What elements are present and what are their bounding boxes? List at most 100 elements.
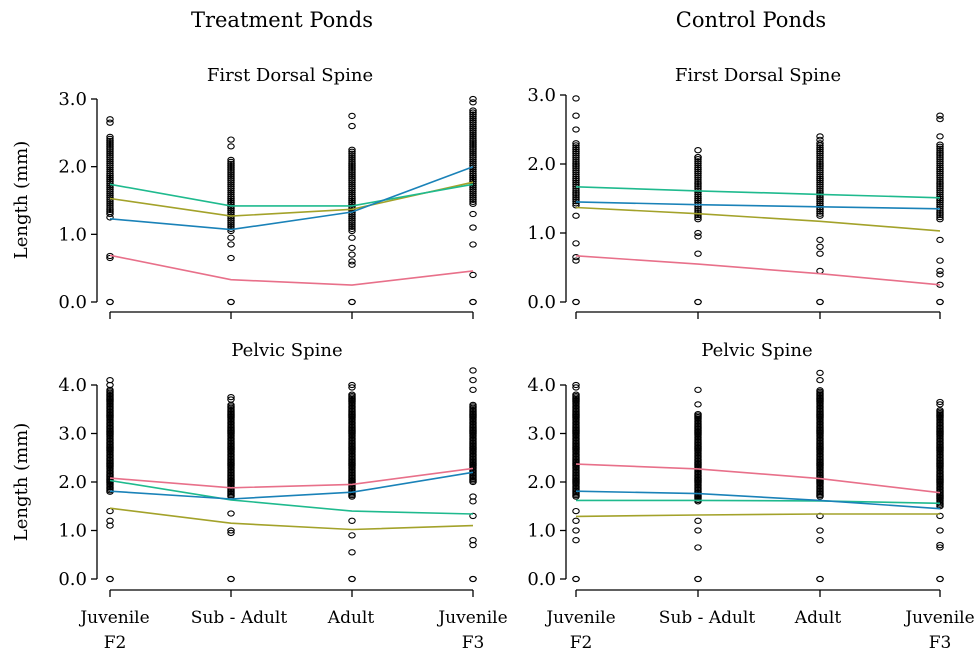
data-point <box>572 391 580 398</box>
data-point <box>936 168 944 175</box>
data-point <box>572 140 580 147</box>
data-point <box>816 196 824 203</box>
data-point <box>694 172 702 179</box>
data-point <box>936 141 944 148</box>
data-point <box>936 544 944 551</box>
data-point <box>348 234 356 241</box>
data-point <box>227 158 235 166</box>
data-point <box>816 154 824 161</box>
data-point <box>348 177 356 184</box>
data-point <box>469 156 477 163</box>
data-point <box>572 162 580 170</box>
data-point <box>694 178 702 186</box>
data-point <box>469 190 477 197</box>
data-point <box>106 160 114 167</box>
column-title-treatment: Treatment Ponds <box>191 8 373 32</box>
data-point <box>348 170 356 178</box>
data-point <box>106 137 114 145</box>
data-point <box>469 115 477 122</box>
panel-title-treatment-first-dorsal: First Dorsal Spine <box>207 65 373 86</box>
data-point <box>572 257 580 264</box>
data-point <box>694 164 702 171</box>
data-point <box>816 387 824 394</box>
data-point <box>936 298 944 306</box>
y-tick-label: 3.0 <box>58 424 87 445</box>
data-point <box>348 154 356 162</box>
data-point <box>227 177 235 184</box>
data-point <box>936 151 944 159</box>
data-point <box>227 529 235 537</box>
data-point <box>106 116 114 123</box>
data-point <box>694 168 702 175</box>
data-point <box>816 537 824 544</box>
data-point <box>106 156 114 163</box>
data-point <box>572 150 580 157</box>
data-point <box>936 401 944 408</box>
data-point <box>469 123 477 130</box>
data-point <box>348 197 356 204</box>
data-point <box>227 143 235 150</box>
data-point <box>469 149 477 157</box>
data-point <box>227 219 235 226</box>
data-point <box>936 182 944 190</box>
data-point <box>348 227 356 235</box>
data-point <box>106 192 114 199</box>
data-point <box>469 111 477 118</box>
data-point <box>572 298 580 306</box>
data-point <box>469 154 477 161</box>
data-point <box>816 250 824 257</box>
data-point <box>106 166 114 173</box>
data-point <box>572 173 580 180</box>
data-point <box>348 185 356 192</box>
data-point <box>694 401 702 408</box>
data-point <box>572 177 580 184</box>
data-point <box>936 271 944 278</box>
data-point <box>816 187 824 195</box>
data-point <box>348 549 356 556</box>
data-point <box>106 162 114 169</box>
data-point <box>227 181 235 188</box>
x-tick-label-control-juvenile-f2: Juvenile <box>544 608 615 628</box>
data-point <box>572 212 580 219</box>
data-point <box>227 527 235 534</box>
data-point <box>106 149 114 157</box>
data-point <box>572 160 580 168</box>
panel-title-treatment-pelvic: Pelvic Spine <box>231 340 342 361</box>
data-point <box>694 517 702 524</box>
data-point <box>936 166 944 173</box>
data-point <box>106 178 114 185</box>
data-point <box>348 384 356 391</box>
data-point <box>469 541 477 549</box>
data-point <box>227 185 235 192</box>
data-point <box>694 386 702 393</box>
data-point <box>816 243 824 250</box>
data-point <box>816 177 824 184</box>
data-point <box>572 144 580 151</box>
data-point <box>816 175 824 182</box>
y-axis-label-top: Length (mm) <box>11 141 32 259</box>
data-point <box>469 141 477 149</box>
data-point <box>694 166 702 173</box>
data-point <box>348 575 356 583</box>
data-point <box>106 180 114 187</box>
data-point <box>816 189 824 197</box>
data-point <box>694 527 702 534</box>
data-point <box>469 241 477 248</box>
data-point <box>227 221 235 229</box>
data-point <box>572 384 580 391</box>
data-point <box>106 141 114 149</box>
y-tick-label: 2.0 <box>58 472 87 493</box>
data-point <box>348 251 356 258</box>
data-point <box>348 381 356 389</box>
data-point <box>816 162 824 170</box>
data-point <box>106 152 114 159</box>
series-line-3 <box>109 471 474 500</box>
data-point <box>469 113 477 120</box>
data-point <box>469 145 477 153</box>
data-point <box>469 401 477 409</box>
data-point <box>572 158 580 166</box>
data-point <box>694 213 702 221</box>
data-point <box>694 174 702 181</box>
data-point <box>816 185 824 192</box>
data-point <box>816 236 824 244</box>
